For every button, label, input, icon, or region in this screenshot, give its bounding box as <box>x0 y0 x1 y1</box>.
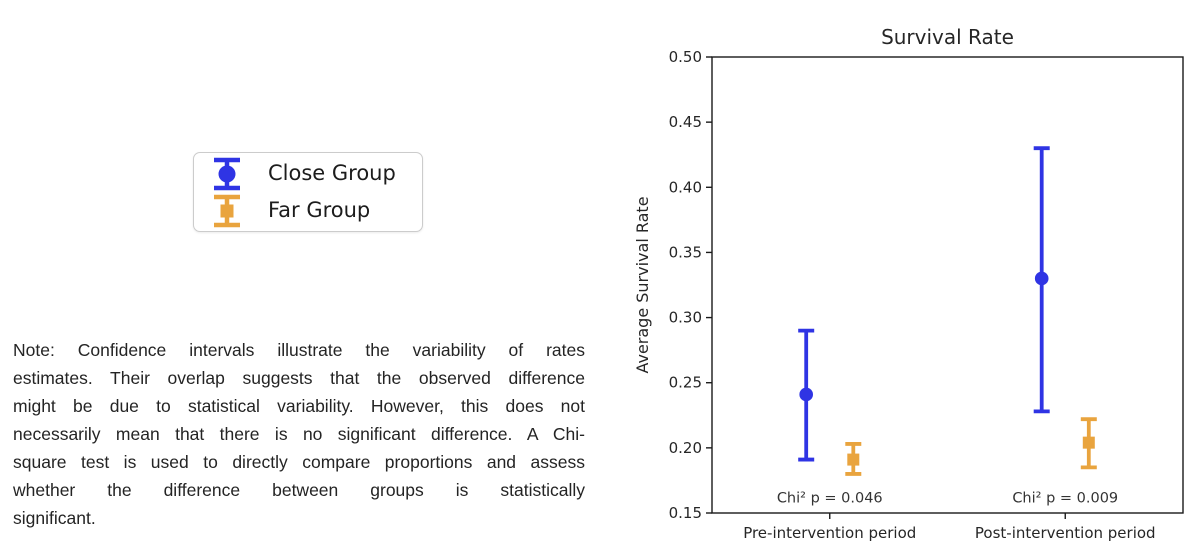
y-tick-label: 0.20 <box>669 439 702 457</box>
note-line: necessarily mean that there is no signif… <box>13 424 585 444</box>
y-tick-label: 0.40 <box>669 178 702 196</box>
survival-rate-chart: Survival Rate Average Survival Rate 0.15 0.… <box>620 0 1204 552</box>
x-axis-ticks: Pre-intervention period Post-intervention… <box>743 513 1156 542</box>
chart-legend: Close Group Far Group <box>193 152 423 232</box>
legend-label: Far Group <box>268 198 371 222</box>
errorbar-square-icon <box>214 194 240 227</box>
legend-item-close-group: Close Group <box>212 157 422 191</box>
x-tick-label: Pre-intervention period <box>743 524 916 542</box>
chart-title: Survival Rate <box>881 25 1014 49</box>
note-line: estimates. Their overlap suggests that t… <box>13 368 585 388</box>
note-line: whether the difference between groups is… <box>13 480 585 500</box>
left-panel: Close Group Far Group Note: Confidence in… <box>13 152 585 532</box>
errorbar-point <box>845 442 862 476</box>
chi-square-annotation: Chi² p = 0.009 <box>1012 490 1118 506</box>
plot-frame <box>711 56 1184 514</box>
legend-label: Close Group <box>268 161 396 185</box>
errorbar-circle-icon <box>214 157 240 190</box>
y-tick-label: 0.45 <box>669 113 702 131</box>
series-close-group <box>798 146 1050 462</box>
note-line: square test is used to directly compare … <box>13 452 585 472</box>
x-tick-label: Post-intervention period <box>975 524 1156 542</box>
y-tick-label: 0.35 <box>669 243 702 261</box>
chi-square-annotation: Chi² p = 0.046 <box>777 490 883 506</box>
y-tick-label: 0.50 <box>669 48 702 66</box>
note-text: Note: Confidence intervals illustrate th… <box>13 336 585 532</box>
note-line: Note: Confidence intervals illustrate th… <box>13 340 585 360</box>
y-tick-label: 0.30 <box>669 309 702 327</box>
errorbar-point <box>1080 417 1097 470</box>
legend-item-far-group: Far Group <box>212 194 422 228</box>
errorbar-point <box>798 328 815 462</box>
note-line: might be due to statistical variability.… <box>13 396 585 416</box>
y-axis-label: Average Survival Rate <box>633 196 652 373</box>
y-tick-label: 0.15 <box>669 504 702 522</box>
y-axis-ticks: 0.15 0.20 0.25 0.30 0.35 0.40 0.45 0.50 <box>669 48 712 522</box>
series-far-group <box>845 417 1097 476</box>
y-tick-label: 0.25 <box>669 374 702 392</box>
note-line: significant. <box>13 508 96 528</box>
errorbar-point <box>1033 146 1050 414</box>
